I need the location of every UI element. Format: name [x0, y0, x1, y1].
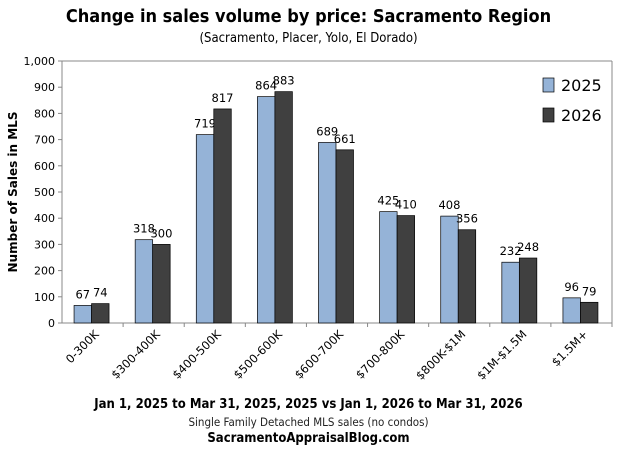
chart-source: SacramentoAppraisalBlog.com	[207, 431, 410, 446]
chart-subtitle: (Sacramento, Placer, Yolo, El Dorado)	[199, 31, 418, 46]
x-tick-label: $300-400K	[108, 327, 163, 382]
x-tick-label: $800K-$1M	[413, 327, 468, 382]
data-label: 248	[517, 240, 539, 254]
data-label: 79	[582, 284, 597, 298]
data-label: 410	[395, 198, 417, 212]
x-tick-label: $600-700K	[292, 327, 347, 382]
bar-2025	[73, 305, 92, 324]
x-tick-label: $400-500K	[170, 327, 225, 382]
y-tick-label: 500	[34, 186, 55, 199]
data-label: 689	[316, 124, 338, 138]
x-tick-label: $500-600K	[231, 327, 286, 382]
bar-2026	[518, 257, 538, 324]
y-tick-label: 600	[34, 160, 55, 173]
bar-2025	[195, 134, 215, 324]
data-label: 96	[564, 280, 579, 294]
y-axis-label: Number of Sales in MLS	[6, 112, 20, 273]
data-label: 74	[93, 286, 108, 300]
y-tick-label: 200	[34, 265, 55, 278]
bar-2026	[274, 91, 293, 324]
bar-2026	[152, 244, 171, 324]
data-label: 817	[212, 91, 234, 105]
y-tick-label: 800	[34, 107, 55, 120]
bar-2025	[134, 239, 154, 324]
data-label: 67	[75, 287, 90, 301]
bar-2026	[396, 215, 415, 324]
y-tick-label: 400	[34, 212, 55, 225]
bar-2026	[335, 149, 354, 324]
x-tick-label: 0-300K	[63, 327, 102, 366]
y-tick-label: 100	[34, 291, 55, 304]
y-tick-label: 1,000	[24, 55, 56, 68]
chart-title: Change in sales volume by price: Sacrame…	[65, 6, 552, 27]
legend-label: 2026	[561, 106, 602, 125]
x-axis-label: Jan 1, 2025 to Mar 31, 2025, 2025 vs Jan…	[94, 397, 523, 412]
y-tick-label: 0	[48, 317, 55, 330]
bar-2025	[318, 142, 337, 324]
bar-2026	[580, 301, 599, 324]
data-label: 719	[194, 117, 216, 131]
data-label: 425	[377, 194, 399, 208]
y-tick-label: 300	[34, 238, 55, 251]
legend-label: 2025	[561, 76, 602, 95]
data-label: 883	[273, 74, 295, 88]
data-label: 356	[456, 212, 478, 226]
chart-note: Single Family Detached MLS sales (no con…	[188, 415, 429, 429]
legend-swatch-2025	[542, 77, 555, 93]
bar-2025	[440, 215, 459, 324]
bar-2025	[257, 96, 276, 324]
x-tick-label: $1.5M+	[549, 327, 591, 369]
data-label: 408	[438, 198, 460, 212]
y-tick-label: 900	[34, 81, 55, 94]
x-tick-label: $700-800K	[353, 327, 408, 382]
data-label: 661	[334, 132, 356, 146]
bar-2026	[91, 303, 110, 324]
bar-2026	[457, 229, 477, 324]
bar-2025	[379, 211, 398, 324]
bar-2025	[501, 261, 520, 324]
data-label: 232	[500, 244, 522, 258]
bar-2025	[562, 297, 581, 324]
data-label: 300	[150, 226, 172, 240]
x-tick-label: $1M-$1.5M	[474, 327, 529, 382]
data-label: 864	[255, 79, 277, 93]
legend-swatch-2026	[542, 107, 555, 123]
y-tick-label: 700	[34, 134, 55, 147]
data-label: 318	[133, 222, 155, 236]
bar-2026	[213, 108, 232, 324]
